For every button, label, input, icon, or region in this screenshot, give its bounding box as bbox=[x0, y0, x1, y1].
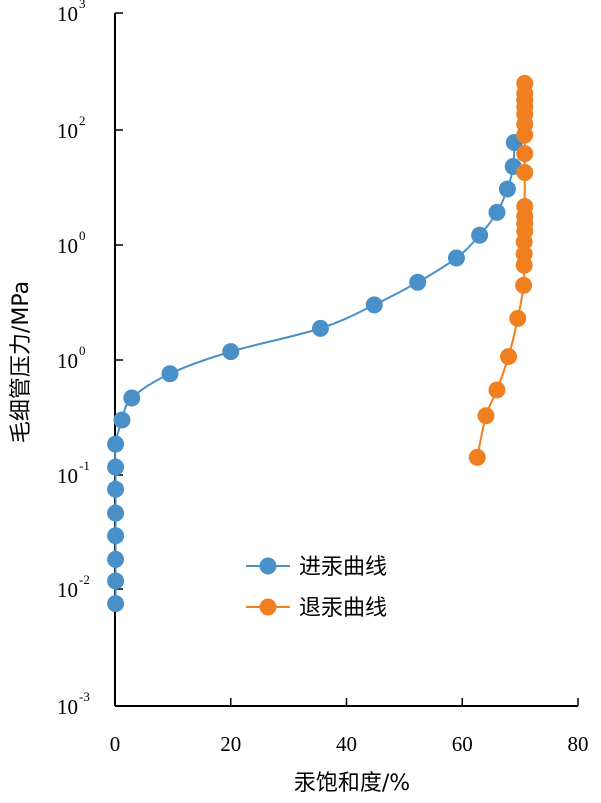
data-point bbox=[107, 504, 125, 522]
series-intrusion bbox=[107, 133, 523, 613]
data-point bbox=[161, 365, 179, 383]
data-point bbox=[222, 343, 240, 361]
y-tick-label-base: 10 bbox=[57, 2, 78, 26]
data-point bbox=[498, 180, 516, 198]
series-layer bbox=[107, 74, 534, 613]
x-ticks: 0 20 40 60 80 bbox=[110, 698, 589, 756]
data-point bbox=[515, 276, 533, 294]
legend-label: 退汞曲线 bbox=[299, 596, 387, 621]
y-tick-label-exponent: -2 bbox=[79, 572, 90, 587]
data-point bbox=[311, 319, 329, 337]
series-extrusion bbox=[468, 74, 534, 466]
data-point bbox=[409, 273, 427, 291]
y-tick-label-base: 10 bbox=[57, 695, 78, 719]
data-point bbox=[477, 407, 495, 425]
legend-marker bbox=[259, 557, 277, 575]
x-tick-label: 80 bbox=[568, 732, 589, 756]
data-point bbox=[516, 74, 534, 92]
data-point bbox=[509, 309, 527, 327]
y-tick-label-exponent: -1 bbox=[79, 458, 90, 473]
legend-item: 退汞曲线 bbox=[246, 596, 387, 621]
data-point bbox=[107, 595, 125, 613]
data-point bbox=[107, 572, 125, 590]
data-point bbox=[107, 527, 125, 545]
y-tick-label-exponent: 2 bbox=[79, 113, 86, 128]
x-tick-label: 40 bbox=[336, 732, 357, 756]
data-point bbox=[107, 435, 125, 453]
data-point bbox=[500, 348, 518, 366]
y-tick-label-exponent: -3 bbox=[79, 689, 90, 704]
data-point bbox=[516, 163, 534, 181]
data-point bbox=[113, 411, 131, 429]
data-point bbox=[447, 249, 465, 267]
x-axis-title: 汞饱和度/% bbox=[294, 771, 410, 796]
data-point bbox=[107, 550, 125, 568]
data-point bbox=[516, 198, 534, 216]
data-point bbox=[516, 145, 534, 163]
y-axis-title: 毛细管压力/MPa bbox=[9, 281, 34, 443]
y-tick-label-exponent: 0 bbox=[79, 343, 86, 358]
y-tick-label-exponent: 3 bbox=[79, 0, 86, 11]
data-point bbox=[488, 203, 506, 221]
legend-label: 进汞曲线 bbox=[299, 555, 387, 580]
x-tick-label: 0 bbox=[110, 732, 121, 756]
legend-marker bbox=[259, 598, 277, 616]
x-tick-label: 60 bbox=[452, 732, 473, 756]
data-point bbox=[471, 226, 489, 244]
data-point bbox=[468, 448, 486, 466]
data-point bbox=[107, 458, 125, 476]
y-tick-label-base: 10 bbox=[57, 234, 78, 258]
y-tick-label-base: 10 bbox=[57, 119, 78, 143]
y-tick-label-exponent: 0 bbox=[79, 228, 86, 243]
y-ticks: 10 -310 -210 -110 010 010 210 3 bbox=[57, 0, 123, 719]
data-point bbox=[123, 389, 141, 407]
data-point bbox=[515, 245, 533, 263]
y-tick-label-base: 10 bbox=[57, 349, 78, 373]
x-tick-label: 20 bbox=[220, 732, 241, 756]
y-tick-label-base: 10 bbox=[57, 464, 78, 488]
legend-item: 进汞曲线 bbox=[246, 555, 387, 580]
y-tick-label-base: 10 bbox=[57, 578, 78, 602]
data-point bbox=[488, 381, 506, 399]
data-point bbox=[365, 296, 383, 314]
data-point bbox=[107, 480, 125, 498]
